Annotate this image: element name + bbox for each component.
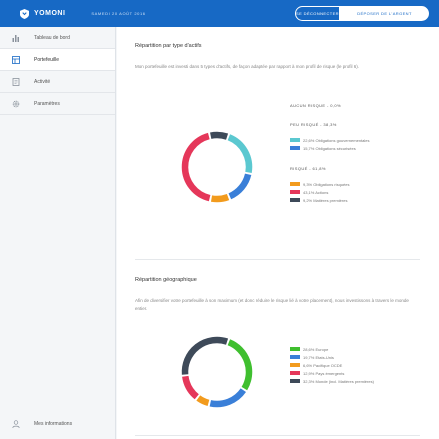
sidebar-item-portfolio[interactable]: Portefeuille: [0, 49, 115, 71]
top-bar: YOMONI SAMEDI 20 AOÛT 2016 SE DÉCONNECTE…: [0, 0, 439, 27]
donut-slice-pacifique-ocde: [196, 395, 210, 406]
legend-swatch: [290, 355, 300, 359]
sidebar-item-settings[interactable]: Paramètres: [0, 93, 115, 115]
legend-item: 9,3% Obligations risquées: [290, 180, 370, 188]
legend-item: 43,1% Actions: [290, 188, 370, 196]
geo-legend: 28,6% Europe 19,7% Etats-Unis 6,6% Pacif…: [290, 345, 374, 385]
legend-item: 22,6% Obligations gouvernementales: [290, 136, 370, 144]
legend-label: 9,2% Matières premières: [303, 197, 348, 203]
legend-group-low-risk: PEU RISQUÉ - 38,3%: [290, 122, 337, 127]
sidebar-item-label: Tableau de bord: [34, 34, 70, 41]
legend-item: 12,9% Pays émergents: [290, 369, 374, 377]
asset-donut-chart: [181, 131, 253, 203]
legend-label: 6,6% Pacifique OCDE: [303, 362, 343, 368]
donut-slice-pays-mergents: [182, 375, 199, 400]
brand-name: YOMONI: [34, 10, 66, 17]
brand[interactable]: YOMONI: [20, 8, 66, 19]
sidebar-item-my-info[interactable]: Mes informations: [0, 415, 116, 433]
donut-slice-obligations-s-curis-es: [228, 173, 252, 200]
legend-item: 9,2% Matières premières: [290, 196, 370, 204]
donut-slice-etats-unis: [209, 388, 247, 408]
donut-slice-obligations-risqu-es: [210, 193, 230, 203]
sidebar-item-label: Paramètres: [34, 100, 60, 107]
legend-swatch: [290, 190, 300, 194]
gear-icon: [12, 100, 20, 108]
sidebar-item-label: Activité: [34, 78, 51, 85]
section-divider: [135, 435, 420, 436]
legend-label: 9,3% Obligations risquées: [303, 181, 350, 187]
shield-logo-icon: [20, 8, 29, 19]
sidebar-item-label: Portefeuille: [34, 56, 60, 63]
legend-group-no-risk: AUCUN RISQUE - 0,0%: [290, 103, 341, 108]
legend-label: 19,7% Etats-Unis: [303, 354, 334, 360]
legend-swatch: [290, 371, 300, 375]
donut-slice-obligations-gouvernementales: [227, 134, 253, 173]
donut-slice-monde-incl-mati-res-premi-res-: [181, 336, 229, 375]
legend-label: 32,3% Monde (incl. Matières premières): [303, 378, 374, 384]
legend-swatch: [290, 146, 300, 150]
legend-item: 15,7% Obligations sécurisées: [290, 144, 370, 152]
asset-section-title: Répartition par type d'actifs: [135, 43, 202, 49]
geo-section-description: Afin de diversifier votre portefeuille à…: [135, 298, 409, 311]
legend-swatch: [290, 182, 300, 186]
legend-label: 12,9% Pays émergents: [303, 370, 345, 376]
header-actions: SE DÉCONNECTER DÉPOSER DE L'ARGENT: [295, 6, 429, 21]
geo-section-title: Répartition géographique: [135, 277, 197, 283]
legend-item: 19,7% Etats-Unis: [290, 353, 374, 361]
section-divider: [135, 259, 420, 260]
legend-label: 28,6% Europe: [303, 346, 329, 352]
deposit-button[interactable]: DÉPOSER DE L'ARGENT: [340, 6, 429, 21]
bar-chart-icon: [12, 34, 20, 42]
portfolio-icon: [12, 55, 20, 64]
legend-swatch: [290, 363, 300, 367]
sidebar-item-activity[interactable]: Activité: [0, 71, 115, 93]
donut-slice-actions: [181, 132, 211, 202]
legend-swatch: [290, 347, 300, 351]
asset-legend: AUCUN RISQUE - 0,0% PEU RISQUÉ - 38,3% 2…: [290, 103, 370, 204]
donut-slice-europe: [227, 339, 253, 391]
legend-item: 6,6% Pacifique OCDE: [290, 361, 374, 369]
legend-swatch: [290, 379, 300, 383]
sidebar-item-label: Mes informations: [34, 421, 73, 427]
legend-swatch: [290, 138, 300, 142]
legend-label: 43,1% Actions: [303, 189, 329, 195]
current-date: SAMEDI 20 AOÛT 2016: [91, 11, 146, 16]
sidebar: Tableau de bord Portefeuille Activité Pa…: [0, 27, 116, 439]
logout-button[interactable]: SE DÉCONNECTER: [295, 6, 340, 21]
donut-slice-mati-res-premi-res: [210, 131, 229, 140]
legend-swatch: [290, 198, 300, 202]
legend-item: 32,3% Monde (incl. Matières premières): [290, 377, 374, 385]
legend-item: 28,6% Europe: [290, 345, 374, 353]
document-icon: [12, 77, 20, 86]
user-icon: [12, 420, 20, 429]
legend-group-risky: RISQUÉ - 61,8%: [290, 166, 326, 171]
legend-label: 15,7% Obligations sécurisées: [303, 145, 356, 151]
main-content: Répartition par type d'actifs Mon portef…: [117, 27, 439, 439]
sidebar-item-dashboard[interactable]: Tableau de bord: [0, 27, 115, 49]
legend-label: 22,6% Obligations gouvernementales: [303, 137, 370, 143]
asset-section-description: Mon portefeuille est investi dans 5 type…: [135, 64, 359, 69]
geo-donut-chart: [181, 336, 253, 408]
